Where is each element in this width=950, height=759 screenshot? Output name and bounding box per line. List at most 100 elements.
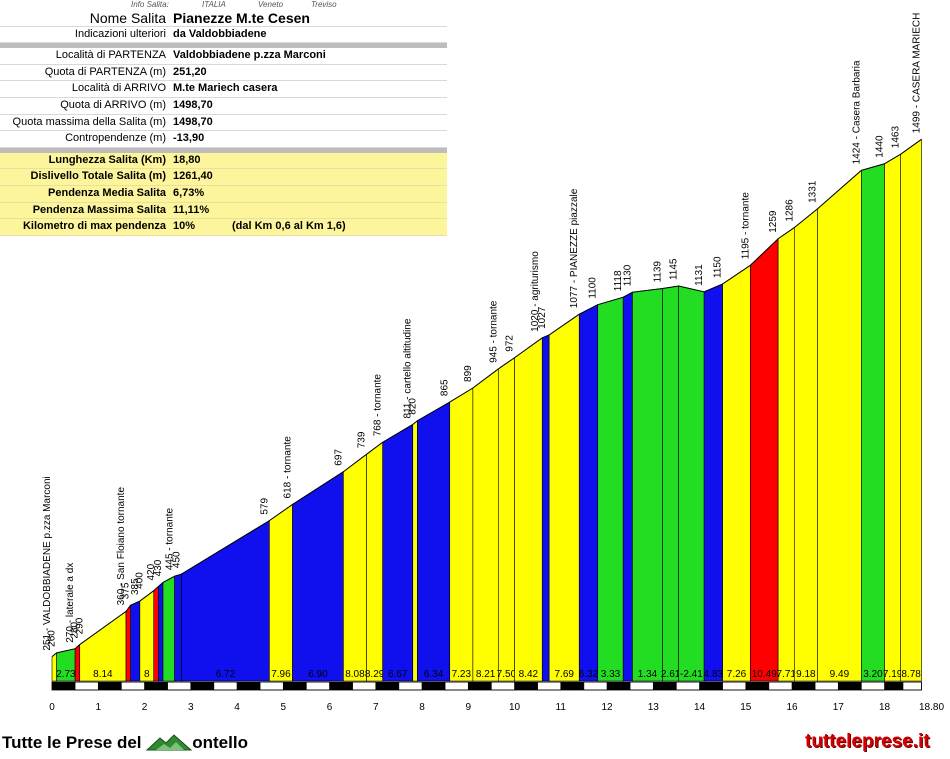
profile-segment [678, 285, 705, 682]
x-tick-label: 14 [694, 702, 706, 713]
profile-segment [139, 590, 155, 682]
segment-grade-label: 9.18 [796, 669, 816, 680]
profile-segment [597, 296, 624, 682]
profile-segment [900, 138, 922, 682]
waypoint-label: 400 [135, 572, 146, 589]
scale-bar-light [398, 681, 423, 691]
pmax-value: 11,11% [173, 203, 210, 216]
profile-segment [722, 264, 751, 682]
info-province: Treviso [311, 0, 337, 9]
waypoint-label: 1150 [713, 256, 724, 278]
x-tick-label: 13 [648, 702, 660, 713]
profile-segment [777, 227, 795, 682]
scale-bar-dark [283, 682, 307, 690]
waypoint-label: 375 [121, 582, 132, 599]
waypoint-label: 1027 [537, 306, 548, 329]
waypoint-label: 260 [47, 630, 58, 647]
profile-segment [578, 304, 599, 682]
x-tick-label: 18 [879, 702, 891, 713]
x-tick-label: 15 [740, 702, 752, 713]
segment-grade-label: 6.90 [308, 669, 328, 680]
segment-grade-label: 7.71 [776, 669, 796, 680]
scale-bar-dark [329, 682, 353, 690]
profile-segment [472, 368, 499, 682]
scale-bar-dark [607, 682, 631, 690]
row-loc-arrivo: Località di ARRIVO M.te Mariech casera [0, 81, 447, 98]
waypoint-label: 1130 [622, 264, 633, 286]
scale-bar-light [861, 681, 885, 691]
segment-grade-label: 2.61 [661, 669, 681, 680]
waypoint-label: 270 - laterale a dx [65, 563, 76, 643]
waypoint-label: 280 [70, 621, 81, 638]
segment-grade-label: 6.67 [388, 669, 408, 680]
waypoint-label: 768 - tornante [373, 374, 384, 437]
ind-label: Indicazioni ulteriori [74, 27, 166, 40]
logo-text-pre: Tutte le Prese del [2, 733, 142, 752]
profile-line [51, 138, 922, 657]
pmed-value: 6,73% [173, 186, 205, 199]
loc-p-value: Valdobbiadene p.zza Marconi [173, 49, 326, 62]
profile-segment [158, 581, 164, 682]
profile-segment [794, 208, 818, 682]
waypoint-label: 1331 [807, 180, 818, 203]
row-km-max: Kilometro di max pendenza 10% (dal Km 0,… [0, 219, 447, 236]
nome-value: Pianezze M.te Cesen [173, 10, 310, 26]
contro-label: Contropendenze (m) [65, 132, 166, 145]
profile-segment [269, 503, 293, 682]
disl-value: 1261,40 [173, 170, 213, 183]
scale-bar-light [537, 681, 562, 691]
ind-value: da Valdobbiadene [173, 27, 267, 40]
waypoint-label: 945 - tornante [488, 300, 499, 363]
scale-bar-dark [98, 682, 122, 690]
scale-bar-dark [52, 682, 76, 690]
logo-text-post: ontello [192, 733, 248, 752]
row-lunghezza: Lunghezza Salita (Km) 18,80 [0, 152, 447, 170]
scale-bar-light [629, 681, 654, 691]
waypoint-label: 1145 [669, 258, 680, 280]
scale-bar-dark [375, 682, 399, 690]
scale-bar-light [768, 681, 793, 691]
profile-segment [622, 291, 633, 682]
x-tick-label: 9 [465, 702, 471, 713]
scale-bar-dark [468, 682, 492, 690]
lung-label: Lunghezza Salita (Km) [48, 153, 166, 166]
segment-grade-label: 8 [144, 669, 150, 680]
quota-max-value: 1498,70 [173, 115, 213, 128]
profile-segment [884, 153, 901, 682]
waypoint-label: 385 [130, 578, 141, 595]
waypoint-label: 290 [74, 617, 85, 634]
profile-segment [382, 423, 414, 682]
row-loc-partenza: Località di PARTENZA Valdobbiadene p.zza… [0, 48, 447, 65]
pmax-label: Pendenza Massima Salita [32, 203, 166, 216]
waypoint-label: 1499 - CASERA MARIECH [912, 13, 923, 134]
segment-grade-label: 8.29 [365, 669, 385, 680]
quota-max-label: Quota massima della Salita (m) [12, 115, 166, 128]
pmed-label: Pendenza Media Salita [48, 186, 166, 199]
loc-a-label: Località di ARRIVO [71, 82, 166, 95]
waypoint-label: 811 - cartello altitudine [403, 318, 414, 418]
waypoint-label: 450 [172, 551, 183, 568]
waypoint-label: 1440 [875, 135, 886, 158]
segment-grade-label: 7.26 [727, 669, 747, 680]
row-contropendenze: Contropendenze (m) -13,90 [0, 131, 447, 148]
row-quota-arrivo: Quota di ARRIVO (m) 1498,70 [0, 98, 447, 115]
waypoint-label: 618 - tornante [283, 436, 294, 499]
segment-grade-label: 7.69 [554, 669, 574, 680]
waypoint-label: 1131 [694, 264, 705, 286]
site-logo: tutteleprese.it [805, 731, 930, 752]
scale-bar-dark [792, 682, 816, 690]
loc-p-label: Località di PARTENZA [55, 49, 166, 62]
row-pend-media: Pendenza Media Salita 6,73% [0, 185, 447, 203]
segment-grade-label: 6.34 [424, 669, 444, 680]
x-tick-label: 11 [556, 702, 567, 713]
profile-segment [703, 283, 723, 682]
segment-grade-label: 7.19 [883, 669, 903, 680]
profile-segment [417, 401, 451, 682]
profile-segment [125, 604, 131, 682]
x-tick-label: 0 [49, 702, 55, 713]
scale-bar-light [121, 681, 145, 691]
profile-segment [632, 288, 663, 682]
quota-a-label: Quota di ARRIVO (m) [60, 98, 166, 111]
segment-grade-label: 1.34 [638, 669, 658, 680]
